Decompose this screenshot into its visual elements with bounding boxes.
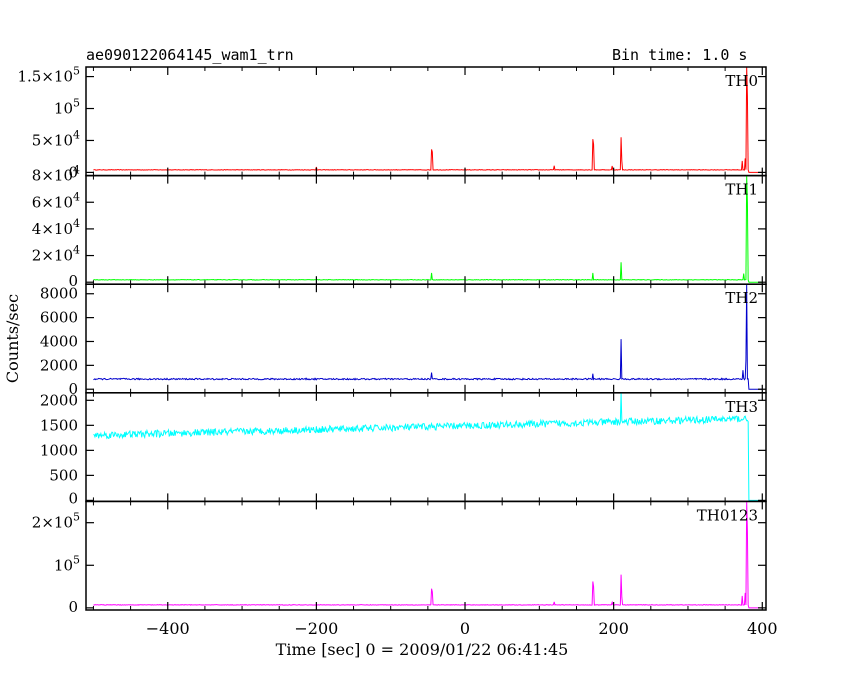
panel-label: TH0123: [697, 506, 758, 524]
series-line-th0: [93, 67, 763, 173]
series-line-th3: [93, 392, 763, 501]
y-tick-label: 1000: [40, 441, 78, 459]
y-tick-label: 2000: [40, 391, 78, 409]
x-axis-label: Time [sec] 0 = 2009/01/22 06:41:45: [276, 640, 569, 659]
y-tick-label: 4×104: [32, 217, 80, 238]
x-tick-label: −400: [146, 619, 190, 638]
panel-th0: 0 5×104 105 1.5×105 TH0: [17, 65, 767, 181]
y-tick-label: 1500: [40, 416, 78, 434]
panel-th1: 0 2×104 4×104 6×104 8×104 TH1: [32, 164, 767, 290]
panel-frame: [85, 66, 767, 177]
y-tick-label: 2×104: [32, 244, 80, 265]
panel-label: TH2: [725, 289, 758, 307]
y-tick-label: 2×105: [32, 511, 80, 532]
series-line-th2: [93, 284, 763, 390]
panel-frame: [85, 283, 767, 394]
y-tick-label: 500: [49, 466, 78, 484]
x-tick-label: 0: [460, 619, 470, 638]
y-tick-label: 6×104: [32, 190, 80, 211]
y-tick-label: 6000: [40, 309, 78, 327]
panel-label: TH1: [725, 181, 758, 199]
x-tick-label: −200: [294, 619, 338, 638]
series-line-th1: [93, 175, 763, 283]
y-axis-label: Counts/sec: [3, 294, 22, 383]
panel-frame: [85, 174, 767, 285]
y-tick-label: 2000: [40, 356, 78, 374]
series-line-th0123: [93, 501, 763, 609]
panel-th3: 0 500 1000 1500 2000 TH3: [40, 391, 767, 507]
chart-title: ae090122064145_wam1_trn: [86, 46, 294, 64]
y-tick-label: 105: [54, 97, 80, 118]
y-tick-label: 0: [68, 272, 78, 290]
y-tick-label: 5×104: [32, 128, 80, 149]
x-tick-label: 200: [598, 619, 629, 638]
panel-label: TH0: [725, 72, 758, 90]
panel-frame: [85, 392, 767, 503]
y-tick-label: 1.5×105: [17, 65, 80, 86]
panel-label: TH3: [725, 398, 758, 416]
y-tick-label: 0: [68, 598, 78, 616]
y-tick-label: 105: [54, 553, 80, 574]
y-tick-label: 0: [68, 163, 78, 181]
bin-time-label: Bin time: 1.0 s: [612, 46, 748, 64]
y-tick-label: 0: [68, 380, 78, 398]
panel-th0123: 0 105 2×105 TH0123: [32, 500, 767, 616]
panel-frame: [85, 500, 767, 611]
panel-th2: 0 2000 4000 6000 8000 TH2: [40, 283, 767, 398]
y-tick-label: 8000: [40, 285, 78, 303]
y-tick-label: 4000: [40, 332, 78, 350]
y-tick-label: 8×104: [32, 164, 80, 185]
x-tick-label: 400: [747, 619, 778, 638]
y-tick-label: 0: [68, 489, 78, 507]
